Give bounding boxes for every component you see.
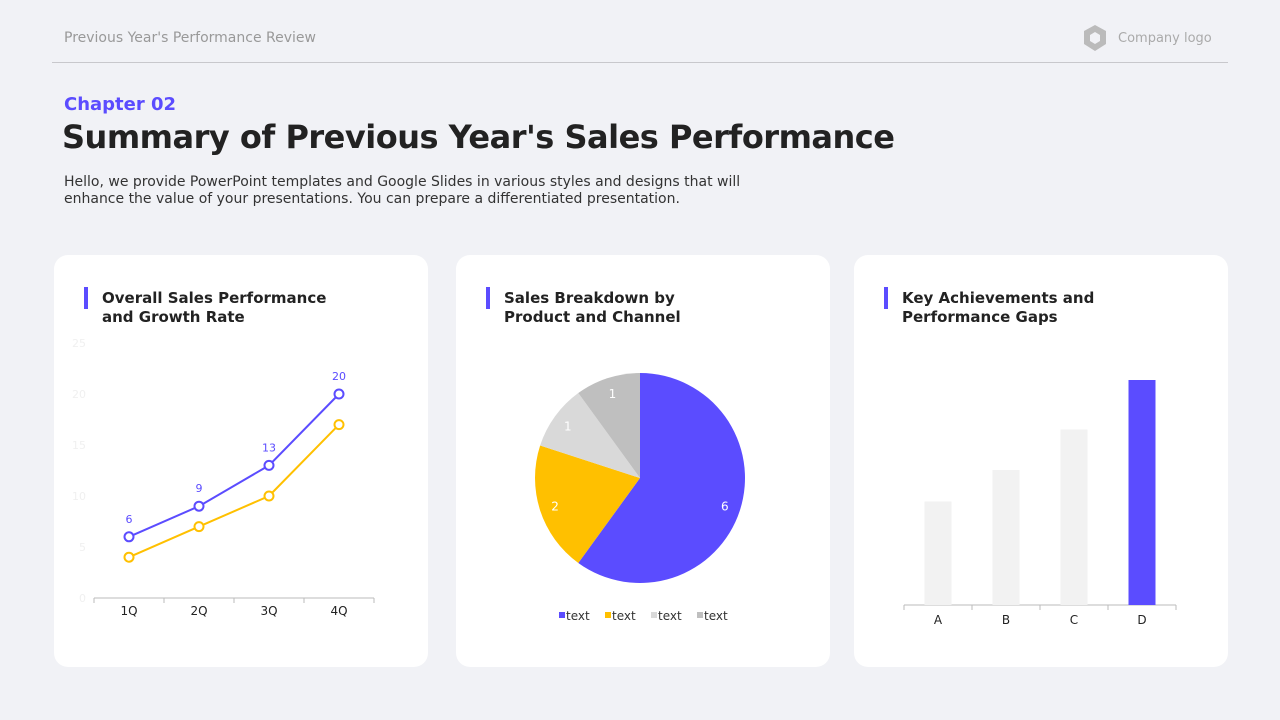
logo-text: Company logo: [1118, 30, 1212, 46]
data-label: 13: [262, 441, 276, 454]
accent-bar: [486, 287, 490, 309]
data-point: [333, 388, 345, 400]
header-title: Previous Year's Performance Review: [64, 30, 316, 46]
data-point: [123, 531, 135, 543]
data-label: 20: [332, 370, 346, 383]
y-tick-label: 15: [72, 439, 86, 452]
page-title: Summary of Previous Year's Sales Perform…: [62, 118, 895, 156]
x-tick-label: B: [1002, 613, 1010, 627]
card-achievements: Key Achievements and Performance Gaps: [854, 255, 1228, 667]
accent-bar: [884, 287, 888, 309]
company-logo: Company logo: [1082, 24, 1212, 52]
bar: [1128, 380, 1156, 605]
data-point: [263, 490, 275, 502]
legend-label: text: [612, 609, 636, 623]
pie-slice: [578, 373, 640, 478]
legend-swatch: [697, 612, 703, 618]
y-tick-label: 10: [72, 490, 86, 503]
y-tick-label: 0: [79, 592, 86, 605]
bar: [992, 470, 1020, 605]
data-point: [193, 500, 205, 512]
data-label: 6: [126, 513, 133, 526]
description: Hello, we provide PowerPoint templates a…: [64, 174, 741, 207]
card-title: Key Achievements and Performance Gaps: [902, 289, 1095, 326]
x-tick-label: 2Q: [190, 604, 207, 618]
data-point: [333, 419, 345, 431]
legend-swatch: [559, 612, 565, 618]
bar: [924, 501, 952, 605]
x-tick-label: 3Q: [260, 604, 277, 618]
card-title: Sales Breakdown by Product and Channel: [504, 289, 681, 326]
series-line: [128, 423, 340, 559]
x-tick-label: A: [934, 613, 943, 627]
x-tick-label: 1Q: [120, 604, 137, 618]
x-tick-label: 4Q: [330, 604, 347, 618]
legend-label: text: [566, 609, 590, 623]
data-point: [193, 521, 205, 533]
card-title: Overall Sales Performance and Growth Rat…: [102, 289, 327, 326]
slice-label: 2: [551, 500, 559, 514]
x-tick-label: C: [1070, 613, 1078, 627]
slice-label: 1: [609, 387, 617, 401]
header-divider: [52, 62, 1228, 63]
slice-label: 1: [564, 420, 572, 434]
pie-slice: [540, 393, 640, 478]
logo-icon: [1084, 25, 1106, 51]
pie-slice: [535, 445, 640, 563]
accent-bar: [84, 287, 88, 309]
y-tick-label: 5: [79, 541, 86, 554]
legend-swatch: [605, 612, 611, 618]
x-tick-label: D: [1137, 613, 1146, 627]
data-point: [123, 551, 135, 563]
legend-label: text: [704, 609, 728, 623]
slice-label: 6: [721, 500, 729, 514]
legend-label: text: [658, 609, 682, 623]
legend-swatch: [651, 612, 657, 618]
data-point: [263, 459, 275, 471]
series-line: [128, 393, 340, 538]
bar: [1060, 429, 1088, 605]
chapter-label: Chapter 02: [64, 94, 177, 115]
y-tick-label: 20: [72, 388, 86, 401]
data-label: 9: [196, 482, 203, 495]
pie-slice: [578, 373, 745, 583]
y-tick-label: 25: [72, 337, 86, 350]
